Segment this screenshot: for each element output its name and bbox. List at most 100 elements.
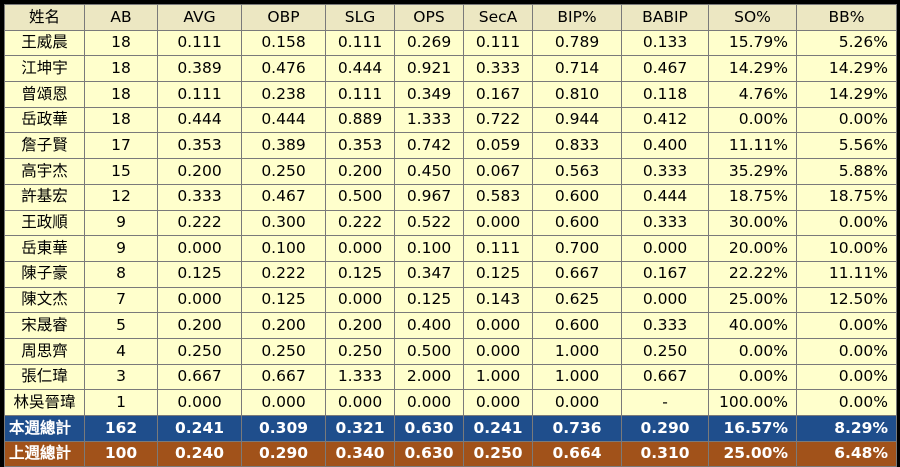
stat-cell: 0.125 — [325, 260, 395, 288]
stat-cell: 0.347 — [394, 260, 464, 288]
table-row: 岳東華 9 0.000 0.100 0.000 0.100 0.111 0.700 0.000 2… — [4, 235, 897, 262]
table-row: 岳政華 18 0.444 0.444 0.889 1.333 0.722 0.944 0.412… — [4, 106, 897, 134]
table-row: 王威晨 18 0.111 0.158 0.111 0.269 0.111 0.789 0.133… — [4, 29, 897, 57]
stat-cell: 0.00% — [708, 337, 797, 365]
stat-cell: 40.00% — [708, 312, 797, 339]
stat-cell: 0.333 — [157, 183, 242, 211]
stat-cell: 0.067 — [463, 158, 533, 185]
stat-cell: 18.75% — [708, 183, 797, 211]
stat-cell: 35.29% — [708, 158, 797, 185]
total-stat-cell: 0.241 — [463, 415, 533, 442]
player-name-cell: 陳子豪 — [4, 260, 85, 288]
table-row: 張仁瑋 3 0.667 0.667 1.333 2.000 1.000 1.000 0.667 0… — [4, 363, 897, 391]
stat-cell: 0.000 — [325, 286, 395, 314]
total-stat-cell: 0.630 — [394, 415, 464, 442]
table-row: 宋晟睿 5 0.200 0.200 0.200 0.400 0.000 0.600 0.333 4… — [4, 312, 897, 339]
stat-cell: 0.100 — [241, 235, 326, 262]
stat-cell: 1 — [84, 389, 158, 416]
stat-cell: 25.00% — [708, 286, 797, 314]
stat-cell: 9 — [84, 235, 158, 262]
stat-cell: 10.00% — [796, 235, 897, 262]
stat-cell: 1.333 — [325, 363, 395, 391]
stat-cell: 0.389 — [241, 132, 326, 160]
stat-cell: 0.000 — [621, 286, 709, 314]
stat-cell: 0.789 — [532, 29, 622, 57]
stat-cell: 5.88% — [796, 158, 897, 185]
stat-cell: 0.00% — [708, 106, 797, 134]
stat-cell: 0.500 — [325, 183, 395, 211]
player-name-cell: 曾頌恩 — [4, 81, 85, 108]
player-name-cell: 王威晨 — [4, 29, 85, 57]
stat-cell: 7 — [84, 286, 158, 314]
stat-cell: 0.000 — [157, 389, 242, 416]
column-header-slg: SLG — [325, 4, 395, 31]
stat-cell: 0.467 — [241, 183, 326, 211]
stat-cell: 0.000 — [241, 389, 326, 416]
stat-cell: 0.810 — [532, 81, 622, 108]
stat-cell: 0.250 — [241, 158, 326, 185]
stat-cell: 0.444 — [621, 183, 709, 211]
total-stat-cell: 16.57% — [708, 415, 797, 442]
stat-cell: 0.250 — [325, 337, 395, 365]
stat-cell: 0.563 — [532, 158, 622, 185]
stat-cell: 0.000 — [325, 235, 395, 262]
stat-cell: 0.722 — [463, 106, 533, 134]
total-stat-cell: 0.290 — [621, 415, 709, 442]
table-row: 江坤宇 18 0.389 0.476 0.444 0.921 0.333 0.714 0.467… — [4, 55, 897, 83]
stat-cell: 0.944 — [532, 106, 622, 134]
stat-cell: 0.200 — [241, 312, 326, 339]
stat-cell: 0.625 — [532, 286, 622, 314]
table-row: 曾頌恩 18 0.111 0.238 0.111 0.349 0.167 0.810 0.118… — [4, 81, 897, 108]
total-stat-cell: 0.321 — [325, 415, 395, 442]
stat-cell: 0.111 — [325, 29, 395, 57]
stat-cell: 4 — [84, 337, 158, 365]
stat-cell: 0.143 — [463, 286, 533, 314]
column-header-bb-pct: BB% — [796, 4, 897, 31]
stat-cell: 0.125 — [394, 286, 464, 314]
stat-cell: 0.444 — [157, 106, 242, 134]
player-name-cell: 高宇杰 — [4, 158, 85, 185]
total-label-cell: 本週總計 — [4, 415, 85, 442]
stat-cell: 0.600 — [532, 183, 622, 211]
stat-cell: 15 — [84, 158, 158, 185]
table-row: 周思齊 4 0.250 0.250 0.250 0.500 0.000 1.000 0.250 0… — [4, 337, 897, 365]
stat-cell: 1.000 — [532, 363, 622, 391]
player-name-cell: 周思齊 — [4, 337, 85, 365]
stat-cell: 0.000 — [621, 235, 709, 262]
stat-cell: 0.200 — [325, 158, 395, 185]
stat-cell: 0.000 — [532, 389, 622, 416]
stat-cell: 0.118 — [621, 81, 709, 108]
total-stat-cell: 0.240 — [157, 440, 242, 467]
column-header-so-pct: SO% — [708, 4, 797, 31]
player-name-cell: 王政順 — [4, 209, 85, 237]
stat-cell: 0.238 — [241, 81, 326, 108]
stat-cell: 0.833 — [532, 132, 622, 160]
stat-cell: 0.250 — [241, 337, 326, 365]
column-header-avg: AVG — [157, 4, 242, 31]
stat-cell: 0.500 — [394, 337, 464, 365]
stat-cell: 0.222 — [157, 209, 242, 237]
table-row: 林吳晉瑋 1 0.000 0.000 0.000 0.000 0.000 0.000-100.… — [4, 389, 897, 416]
stat-cell: 0.250 — [157, 337, 242, 365]
total-stat-cell: 0.290 — [241, 440, 326, 467]
stat-cell: 0.125 — [241, 286, 326, 314]
stat-cell: 22.22% — [708, 260, 797, 288]
stat-cell: 0.000 — [157, 286, 242, 314]
stat-cell: 0.00% — [796, 106, 897, 134]
stat-cell: 0.222 — [325, 209, 395, 237]
stat-cell: 0.000 — [394, 389, 464, 416]
stat-cell: 0.000 — [325, 389, 395, 416]
total-stat-cell: 0.736 — [532, 415, 622, 442]
stat-cell: - — [621, 389, 709, 416]
stat-cell: 0.400 — [394, 312, 464, 339]
last-week-total-row: 上週總計 100 0.240 0.290 0.340 0.630 0.250 0.664 0.3… — [4, 440, 897, 467]
total-stat-cell: 0.340 — [325, 440, 395, 467]
stat-cell: 0.111 — [325, 81, 395, 108]
column-header-name: 姓名 — [4, 4, 85, 31]
stat-cell: 0.400 — [621, 132, 709, 160]
total-stat-cell: 0.250 — [463, 440, 533, 467]
stat-cell: 0.00% — [796, 209, 897, 237]
stat-cell: 0.00% — [796, 363, 897, 391]
stat-cell: 0.00% — [708, 363, 797, 391]
table-row: 許基宏 12 0.333 0.467 0.500 0.967 0.583 0.600 0.444… — [4, 183, 897, 211]
